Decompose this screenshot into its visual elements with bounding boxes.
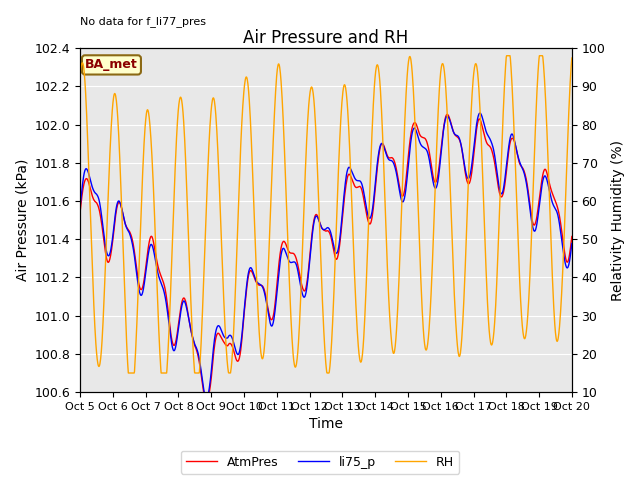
AtmPres xyxy=(568,234,576,240)
li75_p xyxy=(403,184,410,190)
AtmPres xyxy=(510,138,518,144)
AtmPres xyxy=(203,398,211,404)
RH xyxy=(76,71,84,77)
li75_p xyxy=(467,171,474,177)
li75_p xyxy=(510,136,518,142)
Text: BA_met: BA_met xyxy=(85,59,138,72)
RH xyxy=(241,80,249,85)
RH xyxy=(403,90,410,96)
Text: No data for f_li77_pres: No data for f_li77_pres xyxy=(80,16,206,27)
RH xyxy=(125,370,132,376)
RH xyxy=(467,126,474,132)
AtmPres xyxy=(467,176,474,181)
RH xyxy=(174,112,182,118)
li75_p xyxy=(476,110,484,116)
Y-axis label: Relativity Humidity (%): Relativity Humidity (%) xyxy=(611,140,625,300)
li75_p xyxy=(568,240,576,246)
li75_p xyxy=(173,332,181,338)
X-axis label: Time: Time xyxy=(309,418,343,432)
Line: AtmPres: AtmPres xyxy=(80,114,572,401)
RH xyxy=(186,273,194,278)
Line: li75_p: li75_p xyxy=(80,113,572,398)
AtmPres xyxy=(241,303,249,309)
AtmPres xyxy=(173,328,181,334)
li75_p xyxy=(186,320,193,325)
Legend: AtmPres, li75_p, RH: AtmPres, li75_p, RH xyxy=(181,451,459,474)
AtmPres xyxy=(444,111,451,117)
RH xyxy=(510,129,518,134)
li75_p xyxy=(241,300,249,306)
li75_p xyxy=(202,395,210,401)
AtmPres xyxy=(403,176,410,181)
Line: RH: RH xyxy=(80,56,572,373)
RH xyxy=(568,55,576,61)
AtmPres xyxy=(76,209,84,215)
Y-axis label: Air Pressure (kPa): Air Pressure (kPa) xyxy=(15,159,29,281)
RH xyxy=(503,53,511,59)
li75_p xyxy=(76,204,84,209)
AtmPres xyxy=(186,320,193,325)
Title: Air Pressure and RH: Air Pressure and RH xyxy=(243,28,408,47)
